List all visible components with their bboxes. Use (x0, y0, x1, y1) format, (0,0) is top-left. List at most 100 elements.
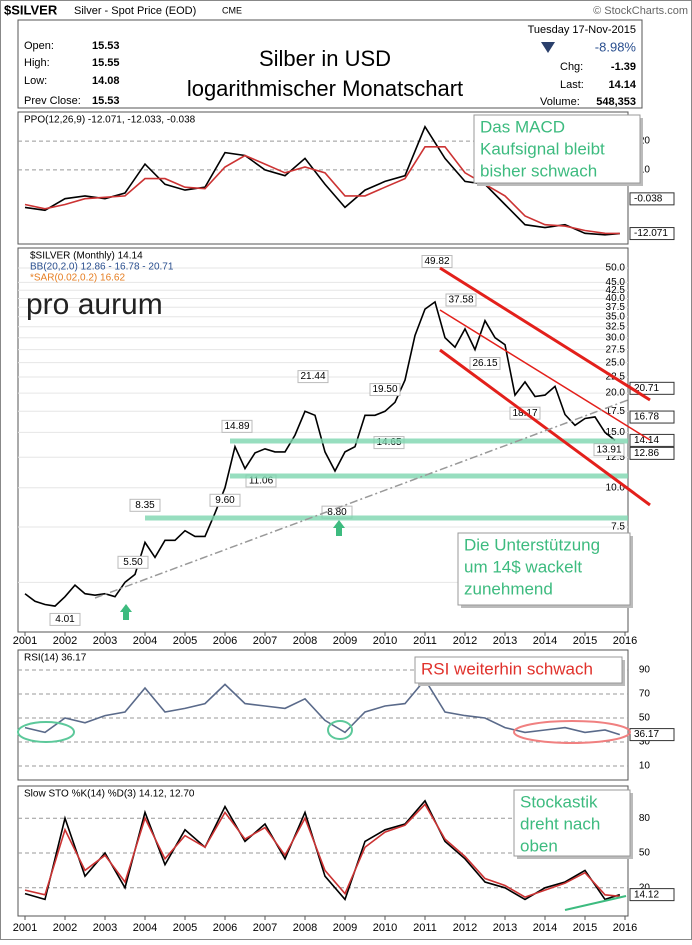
x-tick-label: 2005 (173, 922, 197, 934)
title: Silber in USD (259, 46, 391, 71)
price-label: 8.80 (327, 507, 347, 518)
series-line (24, 678, 621, 736)
y-tick-label: 37.5 (606, 302, 626, 313)
panels: 10 20 PPO(12,26,9) -12.071, -12.033, -0.03… (13, 111, 675, 934)
value-tag-label: 16.78 (634, 412, 659, 423)
quote-value: 14.08 (92, 75, 120, 87)
price-label: 37.58 (448, 295, 473, 306)
instrument-name: Silver - Spot Price (EOD) (74, 5, 196, 17)
note-text: RSI weiterhin schwach (421, 659, 593, 678)
header-box (17, 19, 643, 109)
price-label: 8.35 (135, 500, 155, 511)
price-label: 14.89 (224, 421, 249, 432)
x-tick-label: 2013 (493, 635, 517, 647)
x-tick-label: 2009 (333, 922, 357, 934)
series-line (24, 802, 620, 898)
stat-value: -1.39 (611, 61, 636, 73)
quote-label: Prev Close: (24, 95, 81, 107)
y-tick-label: 10 (639, 165, 651, 176)
price-label-box (593, 443, 625, 457)
highlight-ellipse (17, 721, 75, 743)
logo: pro aurum (26, 288, 163, 321)
value-tag (629, 446, 675, 460)
value-tag-label: 14.14 (634, 435, 659, 446)
price-label-box (469, 356, 501, 370)
quote-label: Low: (24, 75, 47, 87)
x-tick-label: 2006 (213, 922, 237, 934)
down-arrow (541, 42, 555, 53)
x-tick-label: 2005 (173, 635, 197, 647)
price-label: 21.44 (300, 371, 325, 382)
channel-line (439, 266, 651, 402)
legend: *SAR(0.02,0.2) 16.62 (30, 273, 125, 284)
series-line (24, 799, 621, 901)
y-tick-label: 25.0 (606, 357, 626, 368)
x-tick-label: 2006 (213, 635, 237, 647)
x-tick-label: 2013 (493, 922, 517, 934)
y-tick-label: 70 (639, 689, 651, 700)
price-label-box (49, 612, 81, 626)
y-tick-label: 10 (639, 761, 651, 772)
quote-value: 15.53 (92, 40, 120, 52)
x-tick-label: 2007 (253, 635, 277, 647)
trend-line (564, 895, 627, 911)
legend: PPO(12,26,9) -12.071, -12.033, -0.038 (24, 115, 196, 126)
x-tick-label: 2004 (133, 635, 157, 647)
stat-label: Volume: (540, 96, 580, 108)
uptrend-line (94, 399, 629, 599)
series-line (24, 124, 620, 236)
y-tick-label: 20 (639, 882, 651, 893)
x-tick-label: 2007 (253, 922, 277, 934)
change-pct: -8.98% (595, 39, 637, 54)
exchange: CME (222, 5, 242, 15)
x-tick-label: 2014 (533, 635, 557, 647)
price-label-box (421, 255, 453, 269)
note-text: um 14$ wackelt (464, 557, 582, 576)
price-label-box (129, 498, 161, 512)
trend-drawings (17, 266, 651, 911)
x-tick-label: 2008 (293, 922, 317, 934)
channel-line (439, 309, 651, 441)
note-box (473, 114, 641, 184)
y-tick-label: 32.5 (606, 321, 626, 332)
x-tick-label: 2004 (133, 922, 157, 934)
y-tick-label: 90 (639, 665, 651, 676)
note-box (414, 656, 623, 684)
series-line (24, 300, 616, 607)
value-tag (629, 888, 675, 902)
x-tick-label: 2015 (573, 635, 597, 647)
x-tick-label: 2002 (53, 635, 77, 647)
panel-frame (17, 649, 629, 781)
y-tick-label: 40.0 (606, 293, 626, 304)
price-label: 13.91 (596, 444, 621, 455)
price-label: 4.01 (55, 614, 75, 625)
highlight-ellipse (513, 720, 631, 744)
channel-line (439, 348, 651, 507)
note-box (457, 532, 631, 606)
note-text: dreht nach (520, 814, 600, 833)
y-tick-label: 20 (639, 136, 651, 147)
y-tick-label: 30 (639, 737, 651, 748)
value-tag-label: 36.17 (634, 729, 659, 740)
note-text: Stockastik (520, 792, 598, 811)
x-tick-label: 2008 (293, 635, 317, 647)
stat-value: 548,353 (596, 96, 636, 108)
price-label-box (117, 555, 149, 569)
value-tag (629, 433, 675, 447)
value-tag (629, 192, 675, 206)
y-tick-label: 17.5 (606, 406, 626, 417)
legend: Slow STO %K(14) %D(3) 14.12, 12.70 (24, 789, 195, 800)
note-text: zunehmend (464, 579, 553, 598)
value-tag-label: 20.71 (634, 383, 659, 394)
value-tag-label: -12.071 (634, 228, 668, 239)
series-line (24, 146, 620, 235)
legend: RSI(14) 36.17 (24, 653, 87, 664)
price-label-box (445, 293, 477, 307)
x-tick-label: 2011 (413, 635, 437, 647)
arrow-up (333, 520, 345, 536)
note-text: Die Unterstützung (464, 535, 600, 554)
x-tick-label: 2012 (453, 635, 477, 647)
price-label: 19.50 (372, 384, 397, 395)
value-tag (629, 227, 675, 241)
